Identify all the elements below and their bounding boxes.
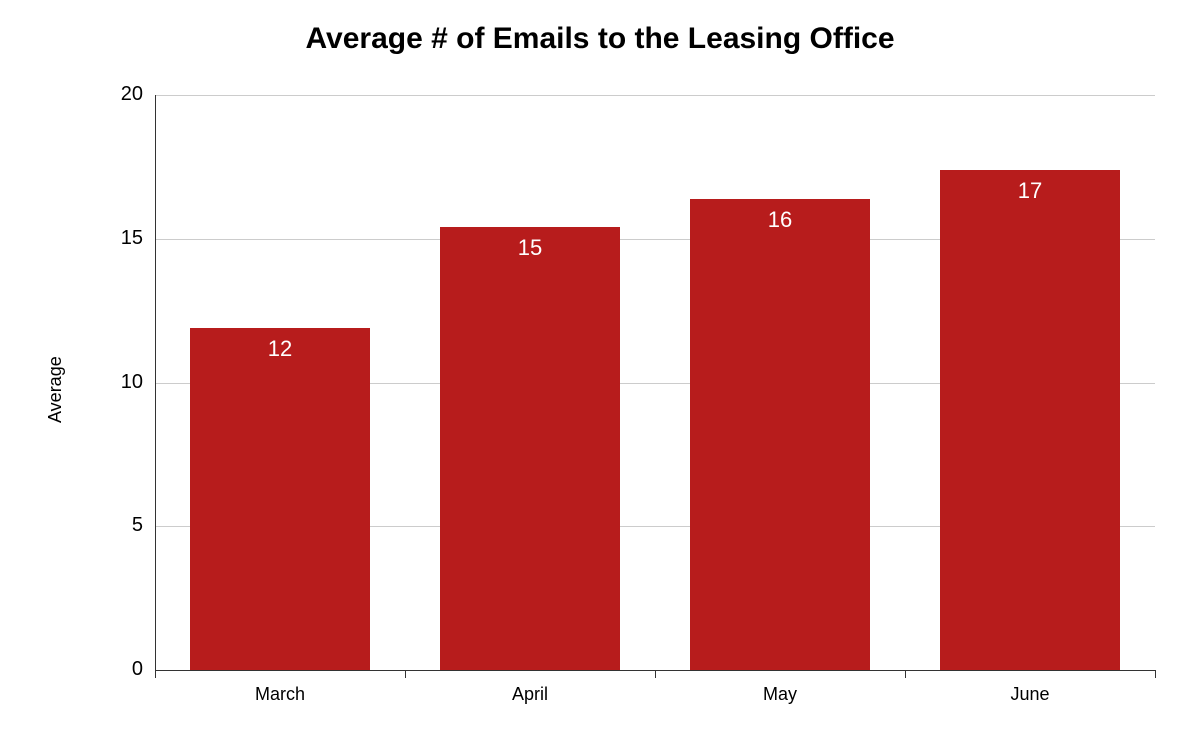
x-tick-mark bbox=[905, 670, 906, 678]
y-axis-line bbox=[155, 95, 156, 670]
bar-chart: Average # of Emails to the Leasing Offic… bbox=[0, 0, 1200, 742]
y-tick-label: 10 bbox=[83, 371, 143, 394]
x-tick-mark bbox=[405, 670, 406, 678]
bar-value-label: 12 bbox=[190, 336, 370, 362]
chart-title: Average # of Emails to the Leasing Offic… bbox=[0, 22, 1200, 56]
x-tick-label: March bbox=[155, 684, 405, 705]
bar: 15 bbox=[440, 227, 620, 670]
x-tick-label: June bbox=[905, 684, 1155, 705]
x-tick-label: April bbox=[405, 684, 655, 705]
bar: 12 bbox=[190, 328, 370, 670]
bar-value-label: 15 bbox=[440, 235, 620, 261]
grid-line bbox=[155, 95, 1155, 96]
bar-value-label: 17 bbox=[940, 178, 1120, 204]
bar: 16 bbox=[690, 199, 870, 671]
y-tick-label: 5 bbox=[83, 514, 143, 537]
x-tick-mark bbox=[655, 670, 656, 678]
bar: 17 bbox=[940, 170, 1120, 670]
x-tick-label: May bbox=[655, 684, 905, 705]
y-tick-label: 20 bbox=[83, 83, 143, 106]
bar-value-label: 16 bbox=[690, 207, 870, 233]
y-axis-label: Average bbox=[45, 356, 66, 423]
plot-area: 0510152012March15April16May17June bbox=[155, 95, 1155, 670]
x-tick-mark bbox=[155, 670, 156, 678]
y-tick-label: 0 bbox=[83, 658, 143, 681]
x-tick-mark bbox=[1155, 670, 1156, 678]
y-tick-label: 15 bbox=[83, 227, 143, 250]
